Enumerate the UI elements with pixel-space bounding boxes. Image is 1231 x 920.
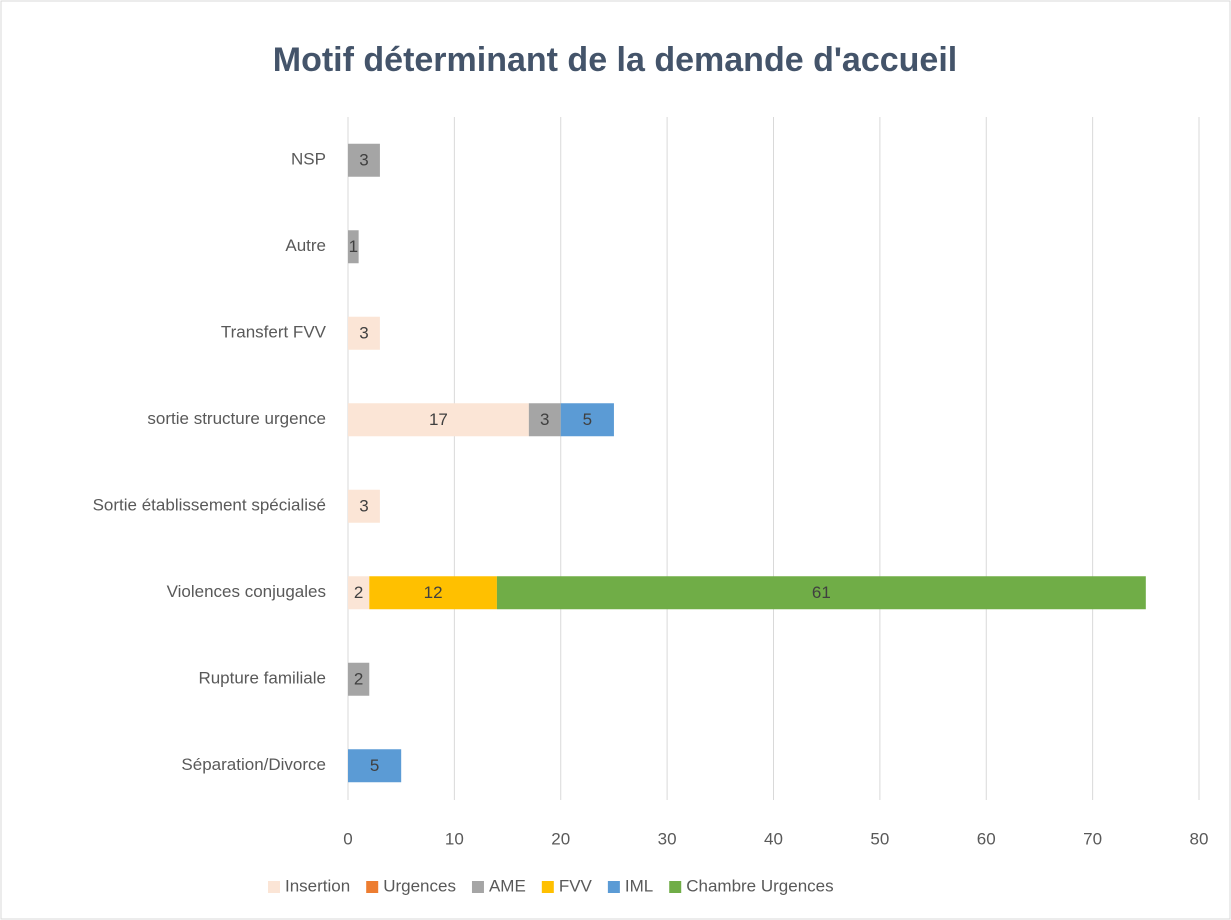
legend-label: Urgences (383, 876, 456, 895)
bar-segment (348, 489, 380, 523)
bar-segment (560, 403, 614, 437)
y-tick-label: sortie structure urgence (147, 409, 326, 428)
data-label: 12 (424, 583, 443, 602)
legend-label: IML (625, 876, 653, 895)
legend-swatch (607, 881, 620, 893)
data-label: 1 (349, 237, 358, 256)
data-label: 17 (429, 410, 448, 429)
y-tick-label: Transfert FVV (221, 323, 327, 342)
x-tick-label: 60 (977, 829, 996, 848)
x-tick-label: 20 (551, 829, 570, 848)
bar-segment (496, 576, 1146, 610)
data-label: 2 (354, 583, 363, 602)
x-tick-label: 80 (1190, 829, 1209, 848)
y-tick-label: NSP (291, 150, 326, 169)
legend-label: Insertion (285, 876, 350, 895)
bar-segment (348, 749, 402, 783)
legend-label: FVV (559, 876, 593, 895)
x-tick-label: 50 (870, 829, 889, 848)
x-tick-label: 0 (343, 829, 352, 848)
bar-segment (348, 143, 380, 177)
data-label: 3 (540, 410, 549, 429)
bar-segment (369, 576, 497, 610)
legend-label: Chambre Urgences (686, 876, 833, 895)
bar-segment (348, 662, 370, 696)
data-label: 61 (812, 583, 831, 602)
bar-segment (348, 576, 370, 610)
bar-segment (348, 316, 380, 350)
x-tick-label: 40 (764, 829, 783, 848)
legend-swatch (366, 881, 379, 893)
x-tick-label: 30 (658, 829, 677, 848)
legend-swatch (541, 881, 554, 893)
bar-segment (348, 230, 359, 264)
x-tick-label: 10 (445, 829, 464, 848)
data-label: 3 (359, 497, 368, 516)
legend-label: AME (489, 876, 526, 895)
chart-title: Motif déterminant de la demande d'accuei… (273, 41, 957, 79)
bar-segment (528, 403, 561, 437)
y-tick-label: Autre (285, 236, 326, 255)
legend-swatch (669, 881, 682, 893)
y-tick-label: Violences conjugales (167, 582, 326, 601)
legend-swatch (471, 881, 484, 893)
data-label: 3 (359, 151, 368, 170)
y-tick-label: Sortie établissement spécialisé (93, 496, 326, 515)
y-tick-label: Rupture familiale (198, 669, 326, 688)
data-label: 5 (583, 410, 592, 429)
data-label: 5 (370, 756, 379, 775)
y-tick-label: Séparation/Divorce (181, 755, 326, 774)
legend-swatch (268, 881, 280, 893)
x-tick-label: 70 (1083, 829, 1102, 848)
data-label: 2 (354, 670, 363, 689)
bar-segment (348, 403, 529, 437)
data-label: 3 (359, 324, 368, 343)
